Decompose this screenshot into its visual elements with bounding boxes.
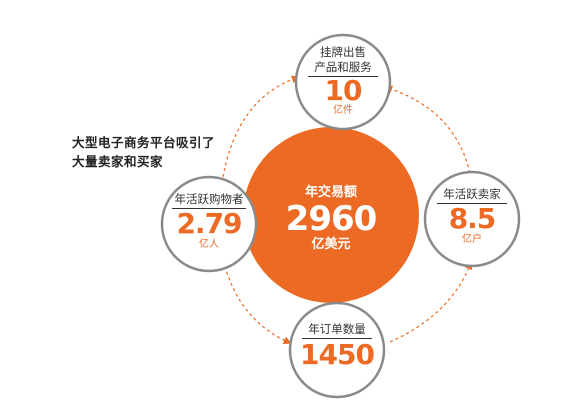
right-node: 年活跃卖家 8.5 亿户 xyxy=(425,187,519,246)
center-metric: 年交易额 2960 亿美元 xyxy=(256,185,406,253)
right-node-circle xyxy=(423,170,521,268)
right-node-value: 8.5 xyxy=(448,202,497,235)
left-node: 年活跃购物者 2.79 亿人 xyxy=(162,192,256,251)
center-circle xyxy=(243,127,419,303)
top-node-label-2: 产品和服务 xyxy=(314,60,372,74)
bottom-node-value: 1450 xyxy=(300,338,375,371)
left-node-value: 2.79 xyxy=(176,207,242,240)
diagram-caption: 大型电子商务平台吸引了 大量卖家和买家 xyxy=(72,133,215,171)
right-node-rule xyxy=(437,203,507,204)
center-label: 年交易额 xyxy=(304,185,357,200)
right-node-label: 年活跃卖家 xyxy=(443,187,501,201)
top-node-value: 10 xyxy=(324,74,363,107)
left-node-label: 年活跃购物者 xyxy=(174,192,244,206)
bottom-node: 年订单数量 1450 xyxy=(290,322,384,371)
top-node-label-1: 挂牌出售 xyxy=(320,45,366,59)
top-node-rule xyxy=(308,76,378,77)
center-unit: 亿美元 xyxy=(311,237,351,252)
left-node-unit: 亿人 xyxy=(199,239,219,250)
connector-bottom-to-right xyxy=(389,261,473,343)
bottom-node-label: 年订单数量 xyxy=(308,322,366,336)
left-node-circle xyxy=(160,175,258,273)
connector-left-to-top xyxy=(221,75,300,184)
center-value: 2960 xyxy=(285,199,378,239)
left-node-rule xyxy=(172,208,246,209)
top-node: 挂牌出售 产品和服务 10 亿件 xyxy=(296,45,390,117)
right-node-unit: 亿户 xyxy=(462,234,482,245)
bottom-node-rule xyxy=(302,338,372,339)
caption-line-1: 大型电子商务平台吸引了 xyxy=(72,135,216,150)
connector-right-to-top xyxy=(384,85,471,174)
connector-left-to-bottom xyxy=(224,265,292,344)
top-node-circle xyxy=(294,33,392,131)
top-node-unit: 亿件 xyxy=(333,105,353,116)
bottom-node-circle xyxy=(288,301,386,399)
caption-line-2: 大量卖家和买家 xyxy=(72,154,164,169)
